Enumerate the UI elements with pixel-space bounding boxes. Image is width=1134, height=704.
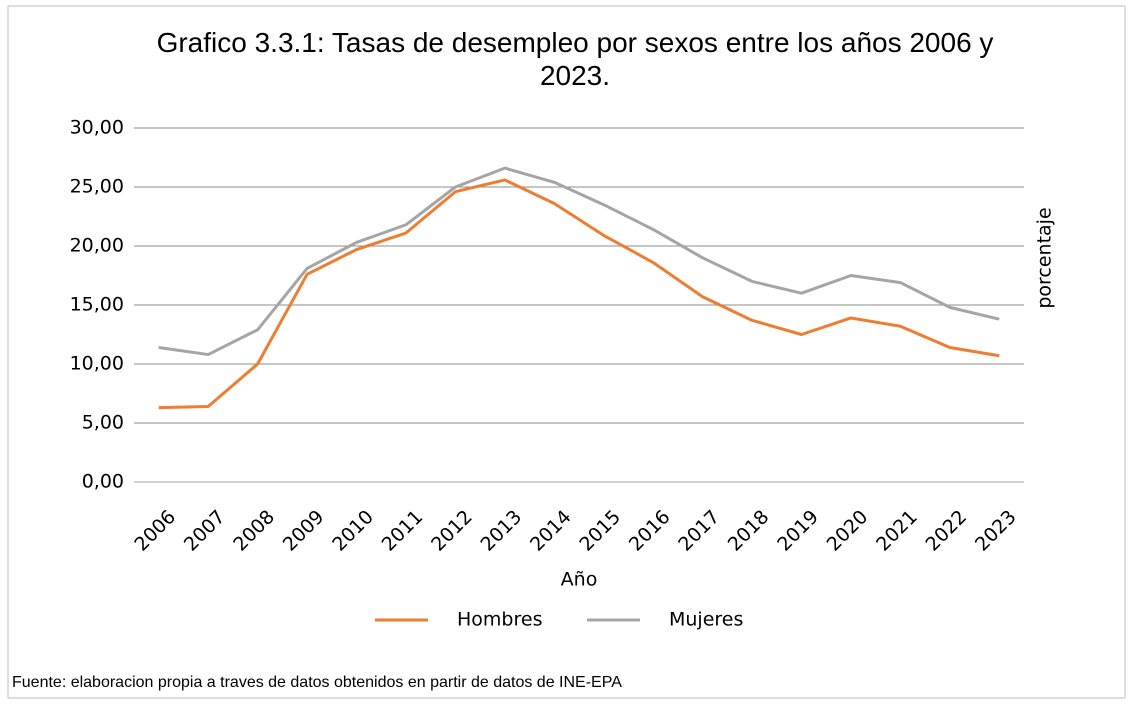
y-tick-label: 0,00 xyxy=(82,471,124,493)
source-note: Fuente: elaboracion propia a traves de d… xyxy=(12,674,622,691)
chart-frame xyxy=(7,5,1126,699)
x-tick-label: 2018 xyxy=(724,506,774,556)
x-tick-label: 2014 xyxy=(526,506,576,556)
x-tick-label: 2010 xyxy=(328,506,378,556)
x-tick-label: 2017 xyxy=(674,506,724,556)
y-tick-label: 10,00 xyxy=(70,353,124,375)
chart-title: Grafico 3.3.1: Tasas de desempleo por se… xyxy=(156,27,994,91)
x-tick-label: 2008 xyxy=(229,506,279,556)
y-tick-label: 15,00 xyxy=(70,294,124,316)
x-tick-label: 2019 xyxy=(773,506,823,556)
x-tick-label: 2009 xyxy=(279,506,329,556)
y-tick-label: 25,00 xyxy=(70,176,124,198)
x-tick-label: 2021 xyxy=(872,506,922,556)
x-tick-label: 2012 xyxy=(427,506,477,556)
line-series xyxy=(158,178,1000,410)
y-tick-label: 20,00 xyxy=(70,235,124,257)
x-tick-label: 2015 xyxy=(575,506,625,556)
x-tick-label: 2022 xyxy=(922,506,972,556)
x-axis-label: Año xyxy=(561,569,598,591)
x-tick-label: 2011 xyxy=(378,506,428,556)
y-tick-label: 30,00 xyxy=(70,117,124,139)
x-tick-label: 2020 xyxy=(823,506,873,556)
x-tick-label: 2016 xyxy=(625,506,675,556)
x-tick-label: 2013 xyxy=(477,506,527,556)
x-tick-label: 2023 xyxy=(971,506,1021,556)
x-tick-label: 2006 xyxy=(130,506,180,556)
y-axis-label: porcentaje xyxy=(1034,207,1056,308)
legend-label: Hombres xyxy=(457,609,542,631)
x-tick-label: 2007 xyxy=(180,506,230,556)
legend-label: Mujeres xyxy=(669,609,743,631)
line-series xyxy=(158,166,1000,357)
y-tick-label: 5,00 xyxy=(82,412,124,434)
